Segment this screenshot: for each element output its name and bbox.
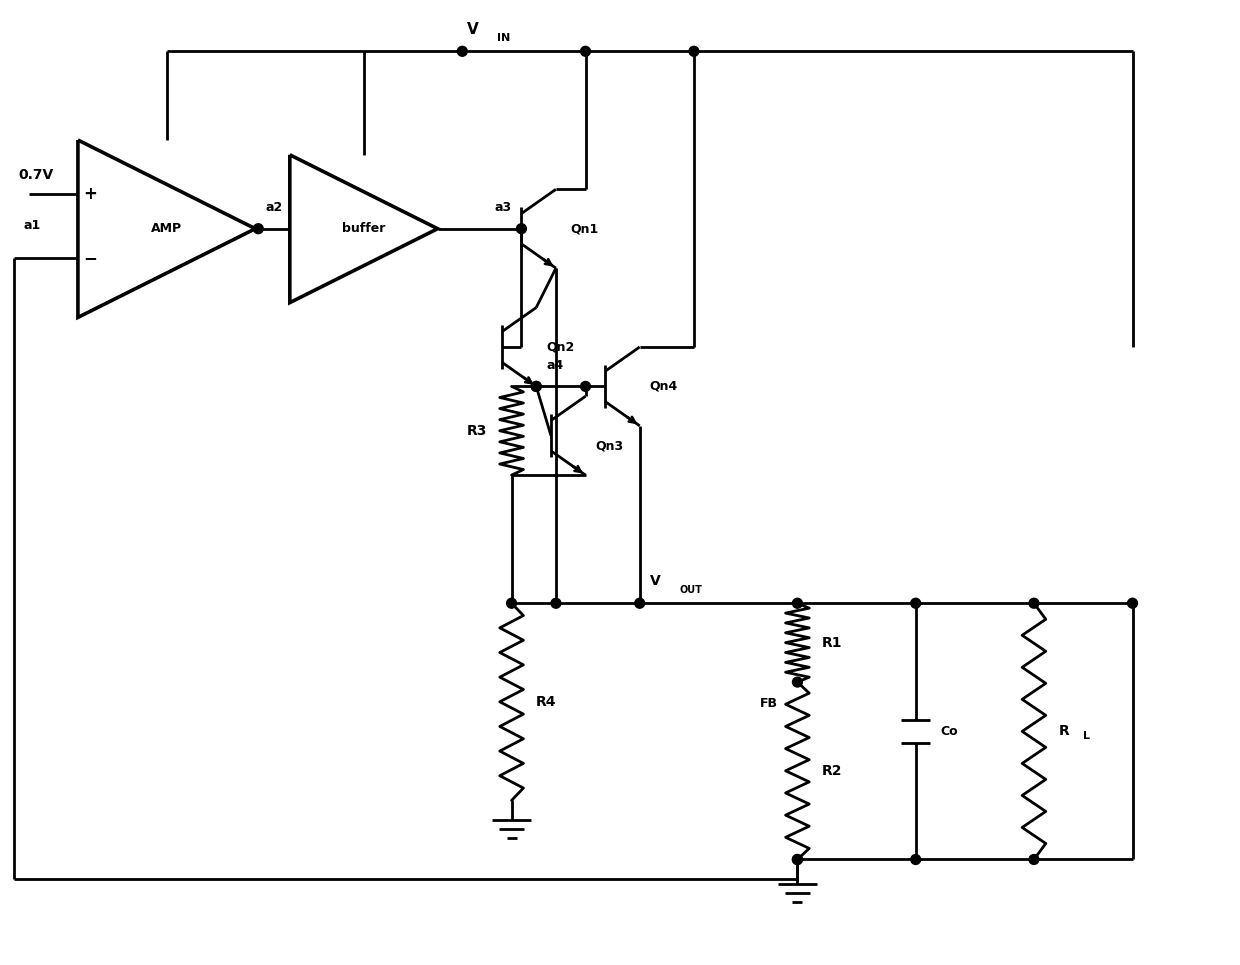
Text: OUT: OUT (680, 586, 702, 595)
Text: Qn4: Qn4 (650, 380, 678, 393)
Text: IN: IN (497, 34, 510, 43)
Text: +: + (83, 185, 97, 204)
Circle shape (517, 224, 526, 234)
Text: Qn2: Qn2 (546, 341, 574, 353)
Text: a2: a2 (265, 201, 283, 214)
Circle shape (507, 598, 517, 608)
Text: R4: R4 (536, 695, 557, 709)
Circle shape (1029, 598, 1039, 608)
Circle shape (792, 677, 802, 687)
Text: R1: R1 (822, 636, 842, 649)
Circle shape (531, 381, 541, 392)
Text: R3: R3 (466, 424, 487, 438)
Circle shape (580, 46, 590, 56)
Text: Qn3: Qn3 (595, 439, 624, 452)
Text: −: − (83, 249, 97, 267)
Text: V: V (650, 574, 661, 589)
Text: R2: R2 (822, 763, 842, 778)
Circle shape (580, 381, 590, 392)
Text: AMP: AMP (151, 222, 182, 235)
Circle shape (689, 46, 699, 56)
Text: V: V (467, 21, 479, 37)
Circle shape (458, 46, 467, 56)
Circle shape (910, 598, 920, 608)
Text: 0.7V: 0.7V (19, 168, 55, 182)
Circle shape (1029, 855, 1039, 865)
Circle shape (792, 855, 802, 865)
Text: FB: FB (760, 697, 777, 710)
Circle shape (792, 855, 802, 865)
Circle shape (253, 224, 263, 234)
Circle shape (551, 598, 560, 608)
Text: Co: Co (940, 725, 959, 738)
Circle shape (531, 381, 541, 392)
Circle shape (792, 598, 802, 608)
Text: a3: a3 (495, 201, 512, 214)
Text: R: R (1059, 725, 1069, 738)
Circle shape (635, 598, 645, 608)
Circle shape (1127, 598, 1137, 608)
Text: L: L (1084, 731, 1090, 741)
Circle shape (910, 855, 920, 865)
Text: a4: a4 (546, 359, 563, 372)
Text: Qn1: Qn1 (570, 222, 599, 235)
Text: a1: a1 (24, 219, 41, 232)
Text: buffer: buffer (342, 222, 386, 235)
